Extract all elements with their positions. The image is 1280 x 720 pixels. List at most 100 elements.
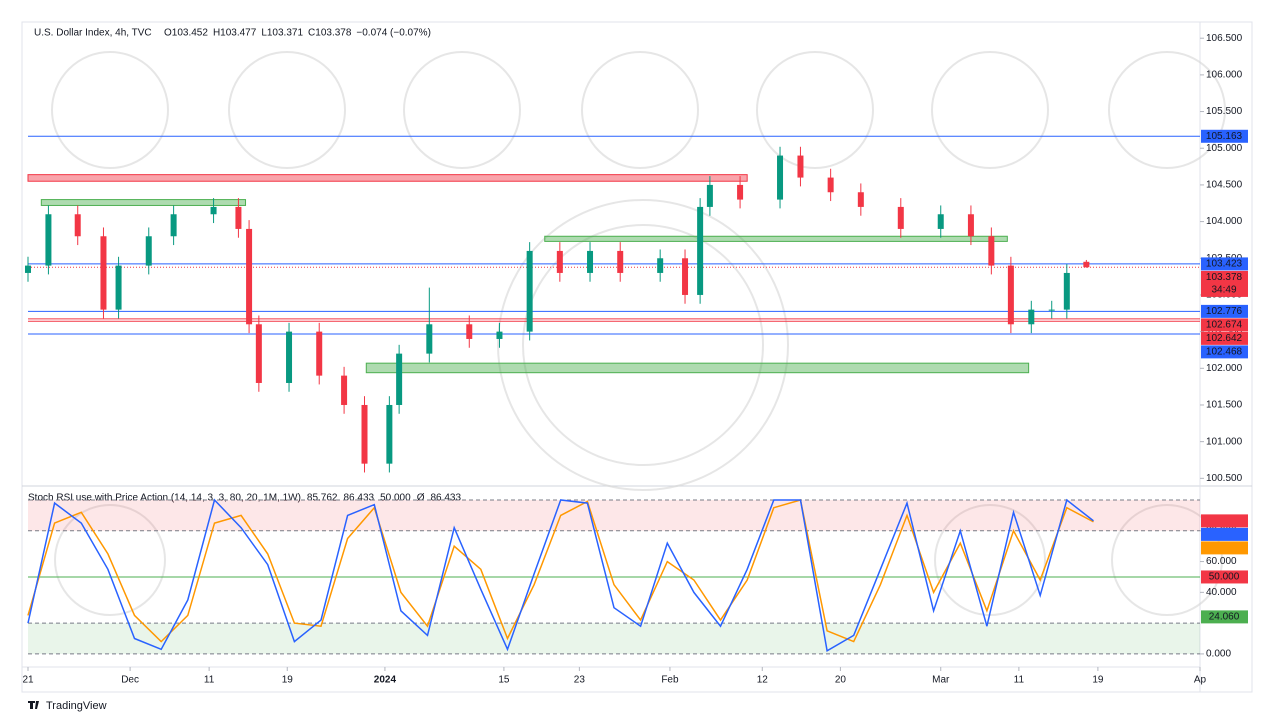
candle-body: [937, 214, 944, 229]
price-tag: [1201, 270, 1248, 297]
ohlc-value: C103.378: [308, 28, 352, 39]
zone: [40, 199, 247, 206]
x-tick-label: 21: [22, 675, 34, 686]
candle-body: [1007, 265, 1014, 325]
y-tick-label: 105.500: [1206, 106, 1243, 117]
price-tag-label: 103.423: [1206, 259, 1243, 270]
y-tick-label: 102.500: [1206, 326, 1243, 337]
indicator-value: 86.433: [430, 493, 461, 504]
ohlc-value: −0.074 (−0.07%): [356, 28, 431, 39]
x-tick-label: 2024: [374, 675, 397, 686]
candle-body: [526, 250, 533, 332]
candle-body: [145, 236, 152, 266]
price-tag: [1201, 541, 1248, 555]
candle-body: [25, 265, 31, 273]
x-tick-label: 23: [574, 675, 586, 686]
price-tag-label: 103.378: [1206, 272, 1243, 283]
candle-body: [657, 258, 664, 273]
watermarks: [51, 51, 1226, 616]
candle-body: [587, 250, 594, 273]
x-tick-label: Dec: [121, 675, 139, 686]
y-tick-label: 105.000: [1206, 143, 1243, 154]
y-tick-label: 101.000: [1206, 436, 1243, 447]
candle-body: [426, 324, 433, 354]
countdown: 34:49: [1211, 285, 1236, 296]
candle-body: [988, 236, 995, 266]
band: [28, 500, 1200, 531]
candle-body: [246, 228, 253, 325]
candle-body: [617, 250, 624, 273]
ohlc-value: L103.371: [261, 28, 303, 39]
candle-body: [170, 214, 177, 237]
footer-brand: TradingView: [46, 700, 107, 712]
candle-body: [100, 236, 107, 310]
x-tick-label: 19: [282, 675, 294, 686]
candle-body: [857, 192, 864, 207]
y-tick-label: 101.500: [1206, 400, 1243, 411]
candle-body: [255, 324, 262, 383]
ohlc-value: O103.452: [164, 28, 208, 39]
y-tick-label: 40.000: [1206, 587, 1237, 598]
price-tag: [1201, 345, 1248, 359]
candle-body: [706, 184, 713, 207]
ohlc-value: H103.477: [213, 28, 257, 39]
candle-body: [777, 155, 784, 200]
band: [28, 623, 1200, 654]
price-tag-label: 102.468: [1206, 347, 1243, 358]
candle-body: [556, 250, 563, 273]
indicator-value: 85.762: [307, 493, 338, 504]
chart-frame: [21, 21, 1253, 693]
candle-body: [286, 331, 293, 383]
price-tag: [1201, 318, 1248, 332]
x-tick-label: 15: [498, 675, 510, 686]
candle-body: [361, 404, 368, 464]
indicator-value: Ø: [417, 493, 425, 504]
stoch-line: [27, 498, 1094, 652]
x-tick-label: 12: [757, 675, 769, 686]
y-tick-label: 100.500: [1206, 473, 1243, 484]
x-tick-label: 19: [1092, 675, 1104, 686]
candle-body: [682, 258, 689, 295]
candle-body: [967, 214, 974, 237]
price-tag-label: 50.000: [1209, 572, 1240, 583]
candle-body: [45, 214, 52, 266]
price-tag: [1201, 514, 1248, 528]
price-tag: [1201, 331, 1248, 345]
price-tag-label: 24.060: [1209, 612, 1240, 623]
y-tick-label: 102.000: [1206, 363, 1243, 374]
candle-body: [697, 206, 704, 295]
price-tag: [1201, 610, 1248, 624]
x-tick-label: Ap: [1194, 675, 1207, 686]
y-tick-label: 106.500: [1206, 33, 1243, 44]
candle-body: [496, 331, 503, 339]
price-tag-label: 102.674: [1206, 320, 1243, 331]
price-tag: [1201, 527, 1248, 541]
price-tag-label: 105.163: [1206, 131, 1243, 142]
indicator-value: 50.000: [380, 493, 411, 504]
candle-body: [1028, 309, 1035, 325]
candle-body: [797, 155, 804, 178]
candle-body: [396, 353, 403, 405]
y-tick-label: 106.000: [1206, 70, 1243, 81]
y-tick-label: 0.000: [1206, 649, 1231, 660]
candle-body: [1063, 272, 1070, 310]
candle-body: [316, 331, 323, 376]
tradingview-logo: [28, 701, 39, 709]
x-tick-label: 11: [1014, 675, 1025, 686]
candle-body: [341, 375, 348, 405]
x-tick-label: 11: [204, 675, 215, 686]
candle-body: [386, 404, 393, 464]
candle-body: [737, 184, 744, 200]
candle-body: [466, 324, 473, 339]
candle-body: [897, 206, 904, 229]
candle-body: [1083, 261, 1090, 268]
price-tag: [1201, 304, 1248, 318]
x-tick-label: Feb: [661, 675, 679, 686]
x-tick-label: 20: [835, 675, 847, 686]
y-tick-label: 104.000: [1206, 216, 1243, 227]
y-tick-label: 60.000: [1206, 556, 1237, 567]
price-tag: [1201, 570, 1248, 584]
candle-body: [115, 265, 122, 310]
price-tag-label: 102.642: [1206, 333, 1243, 344]
candle-body: [827, 177, 834, 193]
